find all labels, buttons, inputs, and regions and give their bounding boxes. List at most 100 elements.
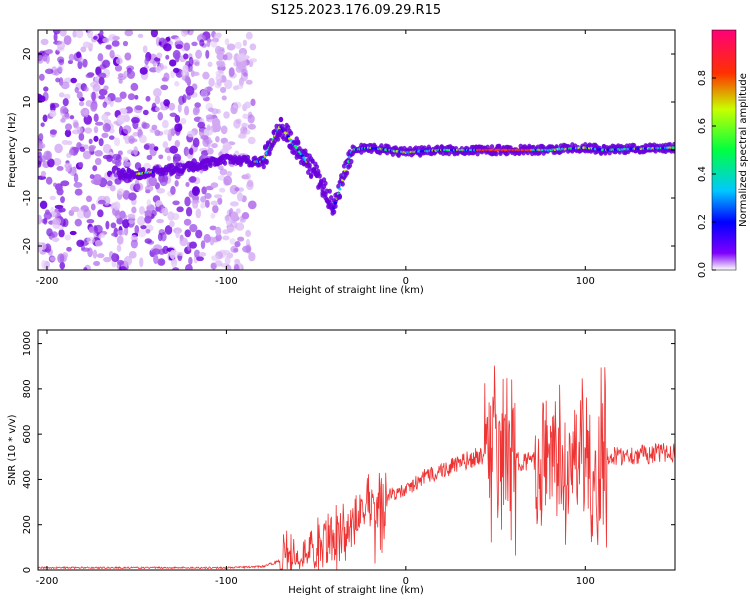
noise-blob (118, 108, 128, 115)
noise-blob (249, 43, 257, 51)
noise-blob (219, 168, 228, 176)
noise-blob (161, 119, 169, 129)
noise-blob (189, 223, 198, 233)
spectrogram-y-ticks: -20 -10 0 10 20 (22, 48, 675, 254)
noise-blob (146, 154, 153, 161)
ridge-blob (267, 150, 272, 157)
noise-blob (64, 129, 72, 138)
noise-blob (245, 229, 252, 238)
noise-blob (43, 86, 49, 92)
snr-x-ticks: -200 -100 0 100 (36, 330, 595, 587)
noise-blob (60, 180, 70, 187)
noise-blob (188, 256, 193, 265)
noise-blob (55, 77, 61, 83)
noise-blob (111, 252, 117, 262)
noise-blob (159, 177, 168, 187)
noise-blob (38, 73, 45, 81)
noise-blob (230, 211, 239, 221)
ridge-blob (323, 180, 328, 186)
noise-blob (221, 95, 227, 101)
noise-blob (145, 95, 151, 102)
noise-blob (172, 267, 180, 270)
noise-blob (116, 235, 124, 245)
noise-blob (180, 117, 187, 125)
noise-blob (122, 161, 132, 167)
noise-blob (52, 30, 61, 35)
noise-blob (195, 229, 203, 239)
noise-blob (197, 121, 206, 129)
noise-blob (174, 123, 183, 133)
noise-blob (127, 93, 136, 101)
noise-blob (40, 170, 47, 177)
x-tick-label: -200 (36, 576, 59, 587)
noise-blob (56, 40, 66, 50)
noise-blob (113, 201, 121, 211)
noise-blob (109, 185, 116, 192)
noise-blob (146, 199, 152, 207)
noise-blob (222, 235, 230, 241)
noise-blob (130, 239, 138, 249)
noise-blob (169, 249, 176, 260)
noise-blob (131, 206, 137, 214)
noise-blob (70, 206, 80, 213)
noise-blob (94, 239, 103, 247)
noise-blob (188, 147, 194, 155)
noise-blob (86, 218, 95, 224)
noise-blob (172, 200, 180, 206)
noise-blob (206, 124, 211, 131)
noise-blob (183, 218, 192, 226)
noise-blob (88, 138, 93, 144)
noise-blob (98, 37, 103, 45)
noise-blob (45, 176, 53, 185)
noise-blob (112, 35, 120, 41)
noise-blob (73, 173, 79, 183)
noise-blob (205, 49, 210, 59)
noise-blob (94, 157, 102, 166)
noise-blob (102, 59, 111, 68)
noise-blob (224, 255, 231, 265)
noise-blob (38, 95, 46, 103)
noise-blob (52, 217, 62, 225)
noise-blob (98, 88, 108, 96)
noise-blob (68, 53, 75, 62)
noise-blob (45, 209, 50, 215)
noise-blob (164, 225, 173, 235)
noise-blob (215, 70, 225, 77)
noise-blob (91, 91, 96, 102)
noise-blob (105, 44, 112, 50)
noise-blob (156, 187, 166, 194)
noise-blob (199, 39, 205, 47)
y-tick-label: 1000 (22, 331, 33, 356)
noise-blob (195, 208, 202, 219)
y-tick-label: -20 (22, 238, 33, 254)
noise-blob (192, 137, 200, 148)
noise-blob (183, 42, 191, 52)
noise-blob (78, 132, 85, 141)
noise-blob (153, 88, 162, 98)
ridge-blob (275, 136, 281, 142)
noise-blob (207, 38, 212, 43)
noise-blob (60, 196, 65, 204)
noise-blob (222, 142, 232, 152)
noise-blob (122, 156, 129, 162)
noise-blob (128, 135, 135, 144)
noise-blob (61, 115, 71, 120)
noise-blob (246, 179, 254, 188)
noise-blob (106, 180, 113, 187)
noise-blob (102, 101, 108, 109)
noise-blob (142, 109, 149, 116)
noise-blob (210, 40, 218, 48)
noise-blob (174, 180, 179, 187)
noise-blob (74, 86, 79, 93)
noise-blob (92, 83, 101, 92)
ridge-blob (340, 181, 345, 187)
noise-blob (209, 225, 217, 231)
noise-blob (177, 252, 184, 257)
x-tick-label: -100 (215, 276, 238, 287)
noise-blob (202, 71, 210, 80)
noise-blob (189, 176, 197, 183)
ridge-blob (496, 143, 502, 149)
noise-blob (137, 216, 146, 226)
noise-blob (93, 224, 103, 234)
noise-blob (210, 182, 219, 188)
